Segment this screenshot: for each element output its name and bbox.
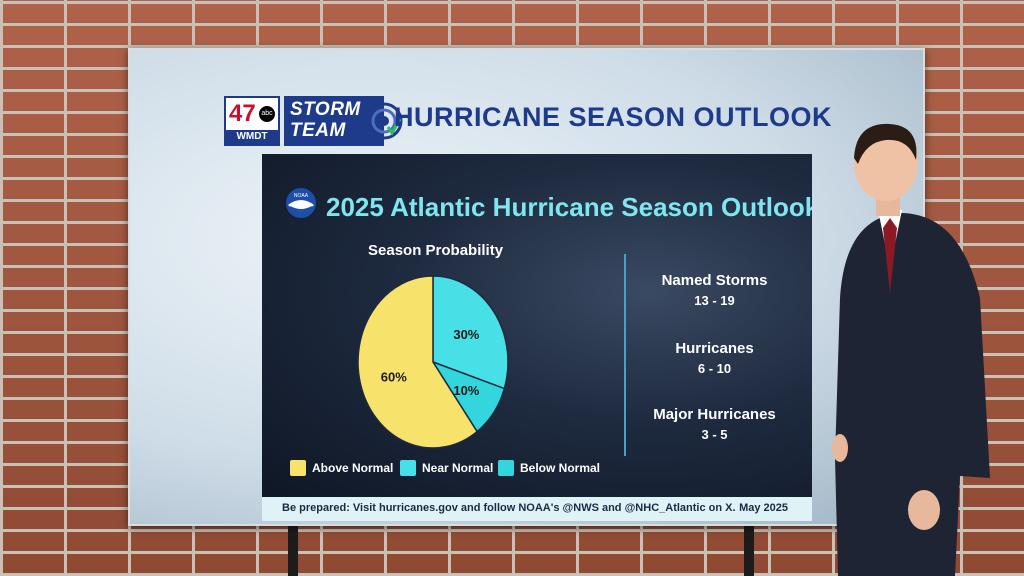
page-title: HURRICANE SEASON OUTLOOK: [394, 102, 833, 132]
stat-value: 6 - 10: [697, 361, 732, 376]
pie-label-near-normal: 30%: [453, 327, 479, 342]
pie-label-below-normal: 10%: [453, 383, 479, 398]
network-logo: abc: [259, 106, 275, 122]
storm-team-line1: STORM: [290, 99, 361, 120]
screen-stand-right: [744, 522, 754, 576]
storm-team-line2: TEAM: [290, 120, 346, 141]
legend-label-near-normal: Near Normal: [422, 461, 494, 475]
outlook-panel: NOAA 2025 Atlantic Hurricane Season Outl…: [262, 154, 812, 497]
probability-pie-chart: 30% 10% 60%: [357, 275, 509, 449]
stat-label: Hurricanes: [675, 340, 754, 357]
noaa-logo-text: NOAA: [294, 193, 309, 199]
stat-named-storms: Named Storms 13 - 19: [642, 272, 787, 308]
legend-swatch-above-normal: [290, 460, 306, 476]
footer-bar: Be prepared: Visit hurricanes.gov and fo…: [262, 497, 812, 521]
stat-hurricanes: Hurricanes 6 - 10: [642, 340, 787, 376]
legend-item-below-normal: Below Normal: [498, 460, 600, 476]
legend-item-above-normal: Above Normal: [290, 460, 393, 476]
station-call-sign: WMDT: [226, 130, 278, 144]
screen-stand-left: [288, 522, 298, 576]
storm-swirl-icon: [365, 102, 403, 140]
pie-label-above-normal: 60%: [381, 370, 407, 385]
legend-label-above-normal: Above Normal: [312, 461, 394, 475]
stats-divider: [624, 254, 626, 456]
presenter: [832, 123, 990, 576]
pie-slice-near-normal: [432, 275, 509, 390]
legend-swatch-near-normal: [400, 460, 416, 476]
broadcast-header: 47 abc WMDT STORM TEAM HURRICANE SEASON …: [224, 96, 832, 150]
pie-slice-above-normal: [357, 275, 479, 449]
noaa-logo-icon: NOAA: [286, 188, 316, 218]
station-number: 47: [229, 100, 256, 127]
chart-title: Season Probability: [368, 242, 504, 259]
station-logo: 47 abc WMDT: [224, 96, 280, 146]
stat-major-hurricanes: Major Hurricanes 3 - 5: [642, 406, 787, 442]
footer-date: May 2025: [739, 502, 788, 514]
stat-value: 13 - 19: [694, 293, 735, 308]
stat-value: 3 - 5: [701, 427, 728, 442]
display-screen: 47 abc WMDT STORM TEAM HURRICANE SEASON …: [128, 48, 925, 526]
footer-note: Be prepared: Visit hurricanes.gov and fo…: [282, 502, 736, 514]
stat-label: Named Storms: [661, 272, 768, 289]
legend-item-near-normal: Near Normal: [400, 460, 493, 476]
stat-label: Major Hurricanes: [653, 406, 776, 423]
legend-swatch-below-normal: [498, 460, 514, 476]
outlook-title: 2025 Atlantic Hurricane Season Outlook: [326, 192, 812, 222]
legend-label-below-normal: Below Normal: [520, 461, 601, 475]
